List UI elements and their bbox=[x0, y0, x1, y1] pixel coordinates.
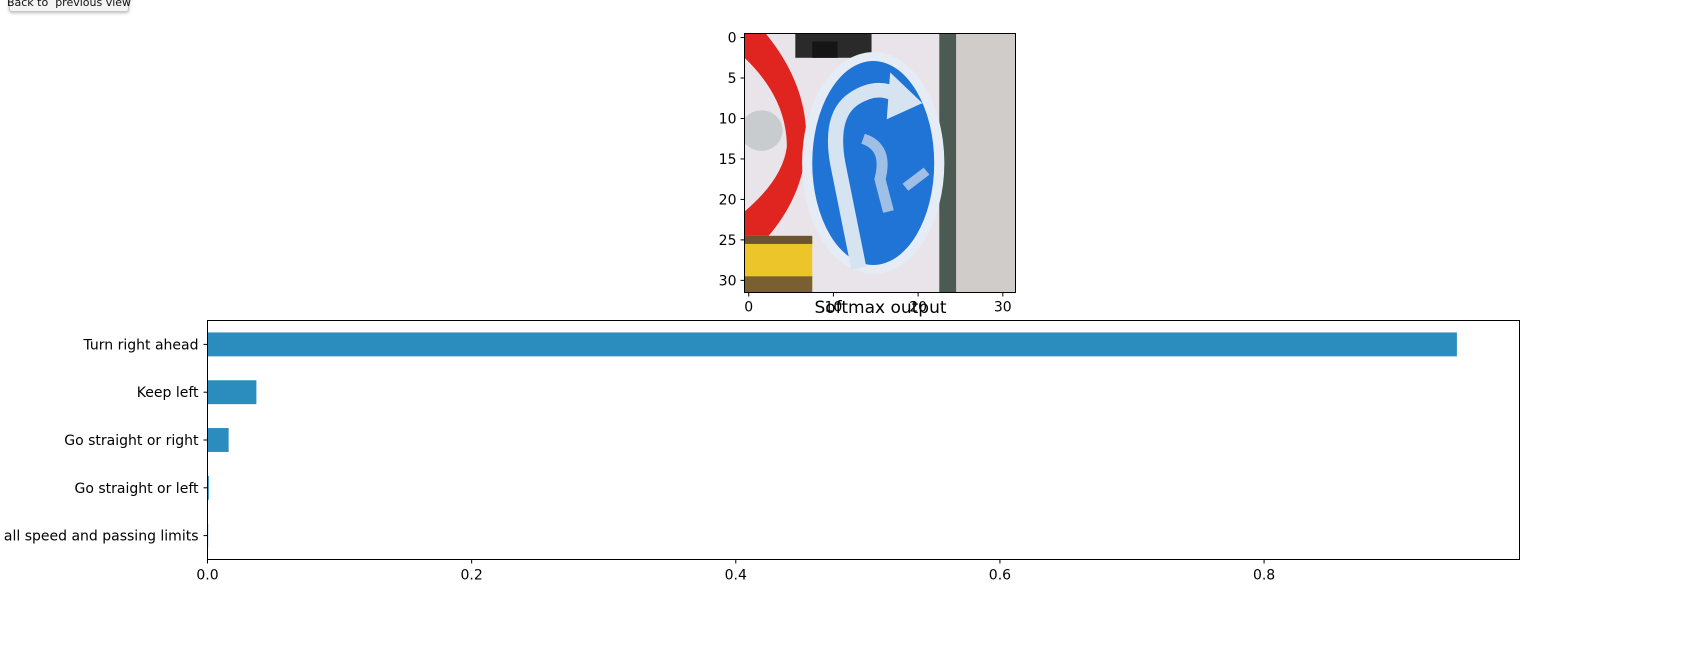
softmax-bar bbox=[207, 380, 257, 405]
image-y-tick-label: 5 bbox=[728, 71, 737, 87]
value-tick-label: 0.2 bbox=[461, 568, 483, 584]
image-y-tick-label: 25 bbox=[719, 233, 737, 249]
softmax-bar bbox=[207, 332, 1457, 357]
value-tick-label: 0.0 bbox=[196, 568, 218, 584]
image-y-tick-label: 0 bbox=[728, 31, 737, 47]
image-y-tick-label: 10 bbox=[719, 111, 737, 127]
sign-image-axes: 0 10 20 30 0 5 10 15 20 25 30 bbox=[719, 31, 1016, 316]
image-x-tick-label: 10 bbox=[825, 300, 843, 316]
value-tick-label: 0.8 bbox=[1253, 568, 1275, 584]
traffic-sign-image bbox=[744, 33, 1016, 293]
back-to-previous-view-button[interactable]: Back to previous view bbox=[7, 0, 131, 12]
image-y-tick-label: 15 bbox=[719, 152, 737, 168]
softmax-bar bbox=[207, 428, 229, 452]
image-x-tick-label: 0 bbox=[744, 300, 753, 316]
image-x-tick-label: 20 bbox=[909, 300, 927, 316]
value-tick-label: 0.6 bbox=[989, 568, 1011, 584]
chart-title: Softmax output bbox=[814, 298, 946, 318]
category-label: Turn right ahead bbox=[82, 337, 198, 353]
softmax-bar bbox=[207, 475, 209, 500]
category-label: Go straight or left bbox=[74, 481, 199, 497]
image-y-tick-label: 30 bbox=[719, 273, 737, 289]
category-label: Go straight or right bbox=[64, 433, 199, 449]
value-tick-label: 0.4 bbox=[725, 568, 747, 584]
image-y-tick-label: 20 bbox=[719, 192, 737, 208]
category-label: End of all speed and passing limits bbox=[0, 529, 199, 545]
category-label: Keep left bbox=[137, 385, 199, 401]
softmax-axes: Softmax output 0.0 0.2 0.4 0.6 0.8 End of al… bbox=[0, 298, 1520, 584]
image-x-tick-label: 30 bbox=[994, 300, 1012, 316]
